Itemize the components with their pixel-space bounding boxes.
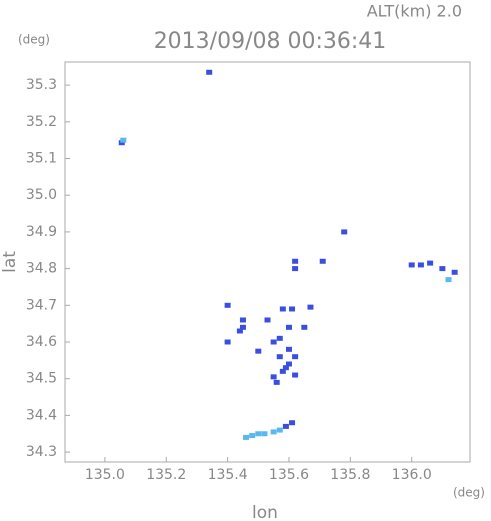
echo bbox=[255, 348, 262, 354]
y-unit: (deg) bbox=[18, 33, 50, 47]
echo bbox=[239, 317, 246, 323]
echo bbox=[224, 302, 231, 308]
echo bbox=[239, 324, 246, 330]
echo bbox=[285, 361, 292, 367]
x-tick-label: 135.0 bbox=[85, 467, 125, 483]
echo bbox=[243, 434, 250, 440]
echo bbox=[285, 346, 292, 352]
chart-title: 2013/09/08 00:36:41 bbox=[154, 29, 387, 54]
echo bbox=[289, 306, 296, 312]
echo bbox=[264, 317, 271, 323]
echo bbox=[301, 324, 308, 330]
y-tick-label: 35.2 bbox=[26, 114, 57, 130]
echo bbox=[292, 258, 299, 264]
echo bbox=[206, 69, 213, 75]
y-tick-label: 34.5 bbox=[26, 371, 57, 387]
echo bbox=[273, 379, 280, 385]
y-tick-label: 34.9 bbox=[26, 224, 57, 240]
x-unit: (deg) bbox=[453, 486, 485, 500]
echo bbox=[319, 258, 326, 264]
echo bbox=[408, 262, 415, 268]
plot-frame bbox=[64, 61, 471, 463]
echo bbox=[261, 431, 268, 437]
x-tick-label: 135.4 bbox=[208, 467, 248, 483]
y-tick-label: 34.8 bbox=[26, 261, 57, 277]
echo bbox=[307, 304, 314, 310]
x-tick-label: 135.6 bbox=[269, 467, 309, 483]
echo bbox=[289, 420, 296, 426]
y-tick-label: 34.3 bbox=[26, 444, 57, 460]
echo bbox=[270, 429, 277, 435]
echo bbox=[255, 431, 262, 437]
y-tick-label: 35.3 bbox=[26, 77, 57, 93]
x-tick-label: 135.8 bbox=[330, 467, 370, 483]
y-tick-label: 35.0 bbox=[26, 187, 57, 203]
header: ALT(km) 2.0 bbox=[367, 2, 462, 21]
echo bbox=[282, 365, 289, 371]
echo bbox=[270, 339, 277, 345]
echo bbox=[292, 266, 299, 272]
x-tick-label: 136.0 bbox=[392, 467, 432, 483]
echo bbox=[282, 423, 289, 429]
echo bbox=[341, 229, 348, 235]
echo bbox=[276, 354, 283, 360]
y-axis-label: lat bbox=[0, 251, 20, 273]
echo bbox=[439, 266, 446, 272]
echo bbox=[224, 339, 231, 345]
echo bbox=[270, 374, 277, 380]
echo bbox=[236, 328, 243, 334]
echo bbox=[451, 269, 458, 275]
echo bbox=[292, 372, 299, 378]
echo bbox=[292, 354, 299, 360]
y-tick-label: 34.6 bbox=[26, 334, 57, 350]
echo bbox=[279, 306, 286, 312]
echo bbox=[120, 137, 127, 143]
x-axis-label: lon bbox=[252, 503, 278, 521]
x-tick-label: 135.2 bbox=[146, 467, 186, 483]
y-tick-label: 34.7 bbox=[26, 297, 57, 313]
echo bbox=[249, 433, 256, 439]
y-tick-label: 35.1 bbox=[26, 151, 57, 167]
echo bbox=[285, 324, 292, 330]
echo bbox=[118, 140, 125, 146]
echo bbox=[427, 260, 434, 266]
echo bbox=[276, 427, 283, 433]
echo bbox=[279, 368, 286, 374]
y-tick-label: 34.4 bbox=[26, 407, 57, 423]
echo bbox=[445, 277, 452, 283]
echo bbox=[276, 335, 283, 341]
echo bbox=[417, 262, 424, 268]
